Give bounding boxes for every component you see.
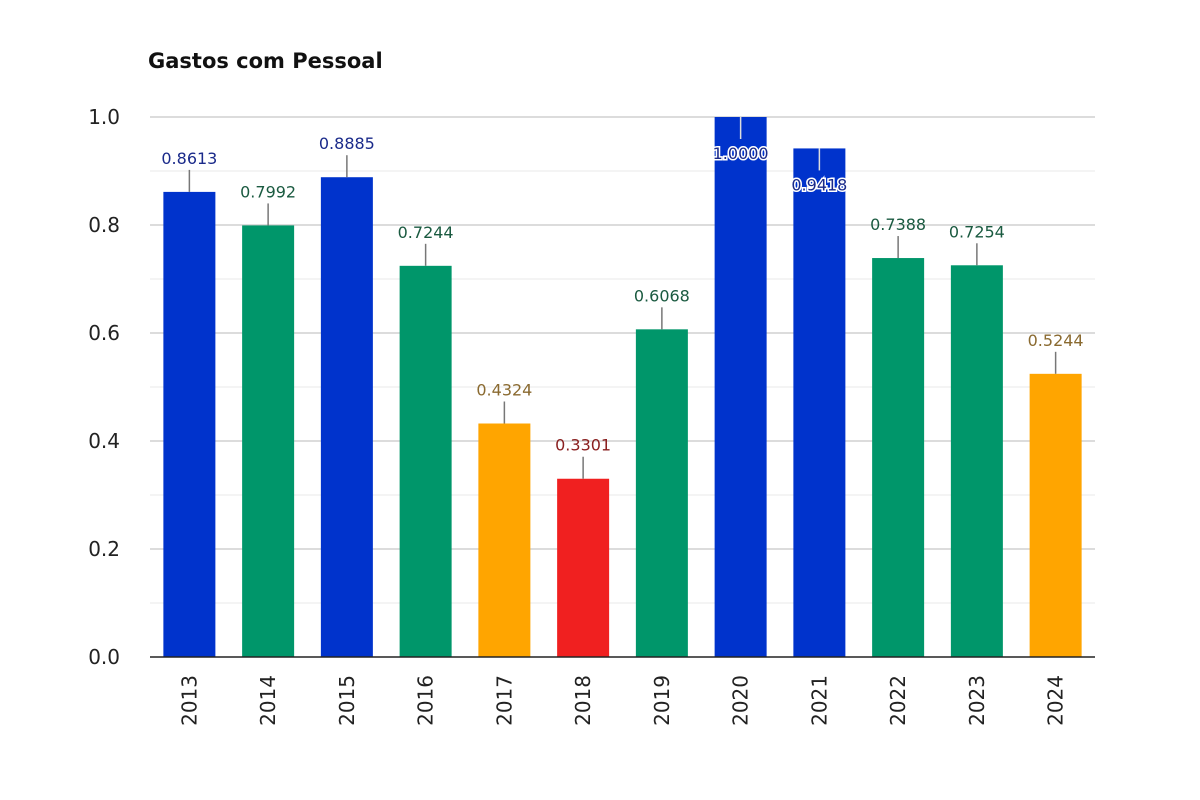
x-tick-label: 2021 xyxy=(807,675,831,726)
y-axis: 0.0 0.2 0.4 0.6 0.8 1.0 xyxy=(88,105,120,669)
data-label: 0.7244 xyxy=(398,223,454,242)
data-label: 0.5244 xyxy=(1028,331,1084,350)
y-tick-label: 1.0 xyxy=(88,105,120,129)
bar-2014 xyxy=(242,225,295,657)
x-tick-label: 2014 xyxy=(256,675,280,726)
grid xyxy=(150,116,1095,604)
bars: 0.8613 0.7992 0.8885 0.7244 0.4324 0.3301 0.60… xyxy=(161,117,1084,658)
x-tick-label: 2023 xyxy=(965,675,989,726)
x-tick-label: 2013 xyxy=(177,675,201,726)
x-tick-label: 2019 xyxy=(650,675,674,726)
data-label: 0.3301 xyxy=(555,436,611,455)
x-tick-label: 2022 xyxy=(886,675,910,726)
chart-title: Gastos com Pessoal xyxy=(148,49,383,73)
bar-2020 xyxy=(714,117,767,657)
y-tick-label: 0.0 xyxy=(88,645,120,669)
data-label: 0.7992 xyxy=(240,182,296,201)
bar-2018 xyxy=(557,478,610,657)
x-tick-label: 2018 xyxy=(571,675,595,726)
x-axis: 2013 2014 2015 2016 2017 2018 2019 2020 2021 2022… xyxy=(150,656,1095,726)
data-label: 0.8885 xyxy=(319,134,375,153)
bar-2023 xyxy=(950,265,1003,657)
bar-2016 xyxy=(399,265,452,657)
y-tick-label: 0.6 xyxy=(88,321,120,345)
x-tick-label: 2024 xyxy=(1044,675,1068,726)
x-tick-label: 2020 xyxy=(729,675,753,726)
y-tick-label: 0.4 xyxy=(88,429,120,453)
data-label: 0.7254 xyxy=(949,222,1005,241)
y-tick-label: 0.2 xyxy=(88,537,120,561)
x-tick-label: 2017 xyxy=(492,675,516,726)
data-label: 0.8613 xyxy=(161,149,217,168)
x-tick-label: 2016 xyxy=(414,675,438,726)
data-label: 0.6068 xyxy=(634,286,690,305)
bar-2019 xyxy=(635,329,688,657)
data-label: 0.7388 xyxy=(870,215,926,234)
bar-2017 xyxy=(478,423,531,657)
y-tick-label: 0.8 xyxy=(88,213,120,237)
data-label: 1.0000 xyxy=(713,144,769,163)
data-label: 0.9418 xyxy=(791,175,847,194)
bar-2021 xyxy=(793,148,846,658)
bar-2024 xyxy=(1029,373,1082,657)
data-label: 0.4324 xyxy=(476,381,532,400)
bar-2022 xyxy=(872,258,925,657)
bar-2015 xyxy=(320,177,373,657)
bar-2013 xyxy=(163,191,216,657)
x-tick-label: 2015 xyxy=(335,675,359,726)
